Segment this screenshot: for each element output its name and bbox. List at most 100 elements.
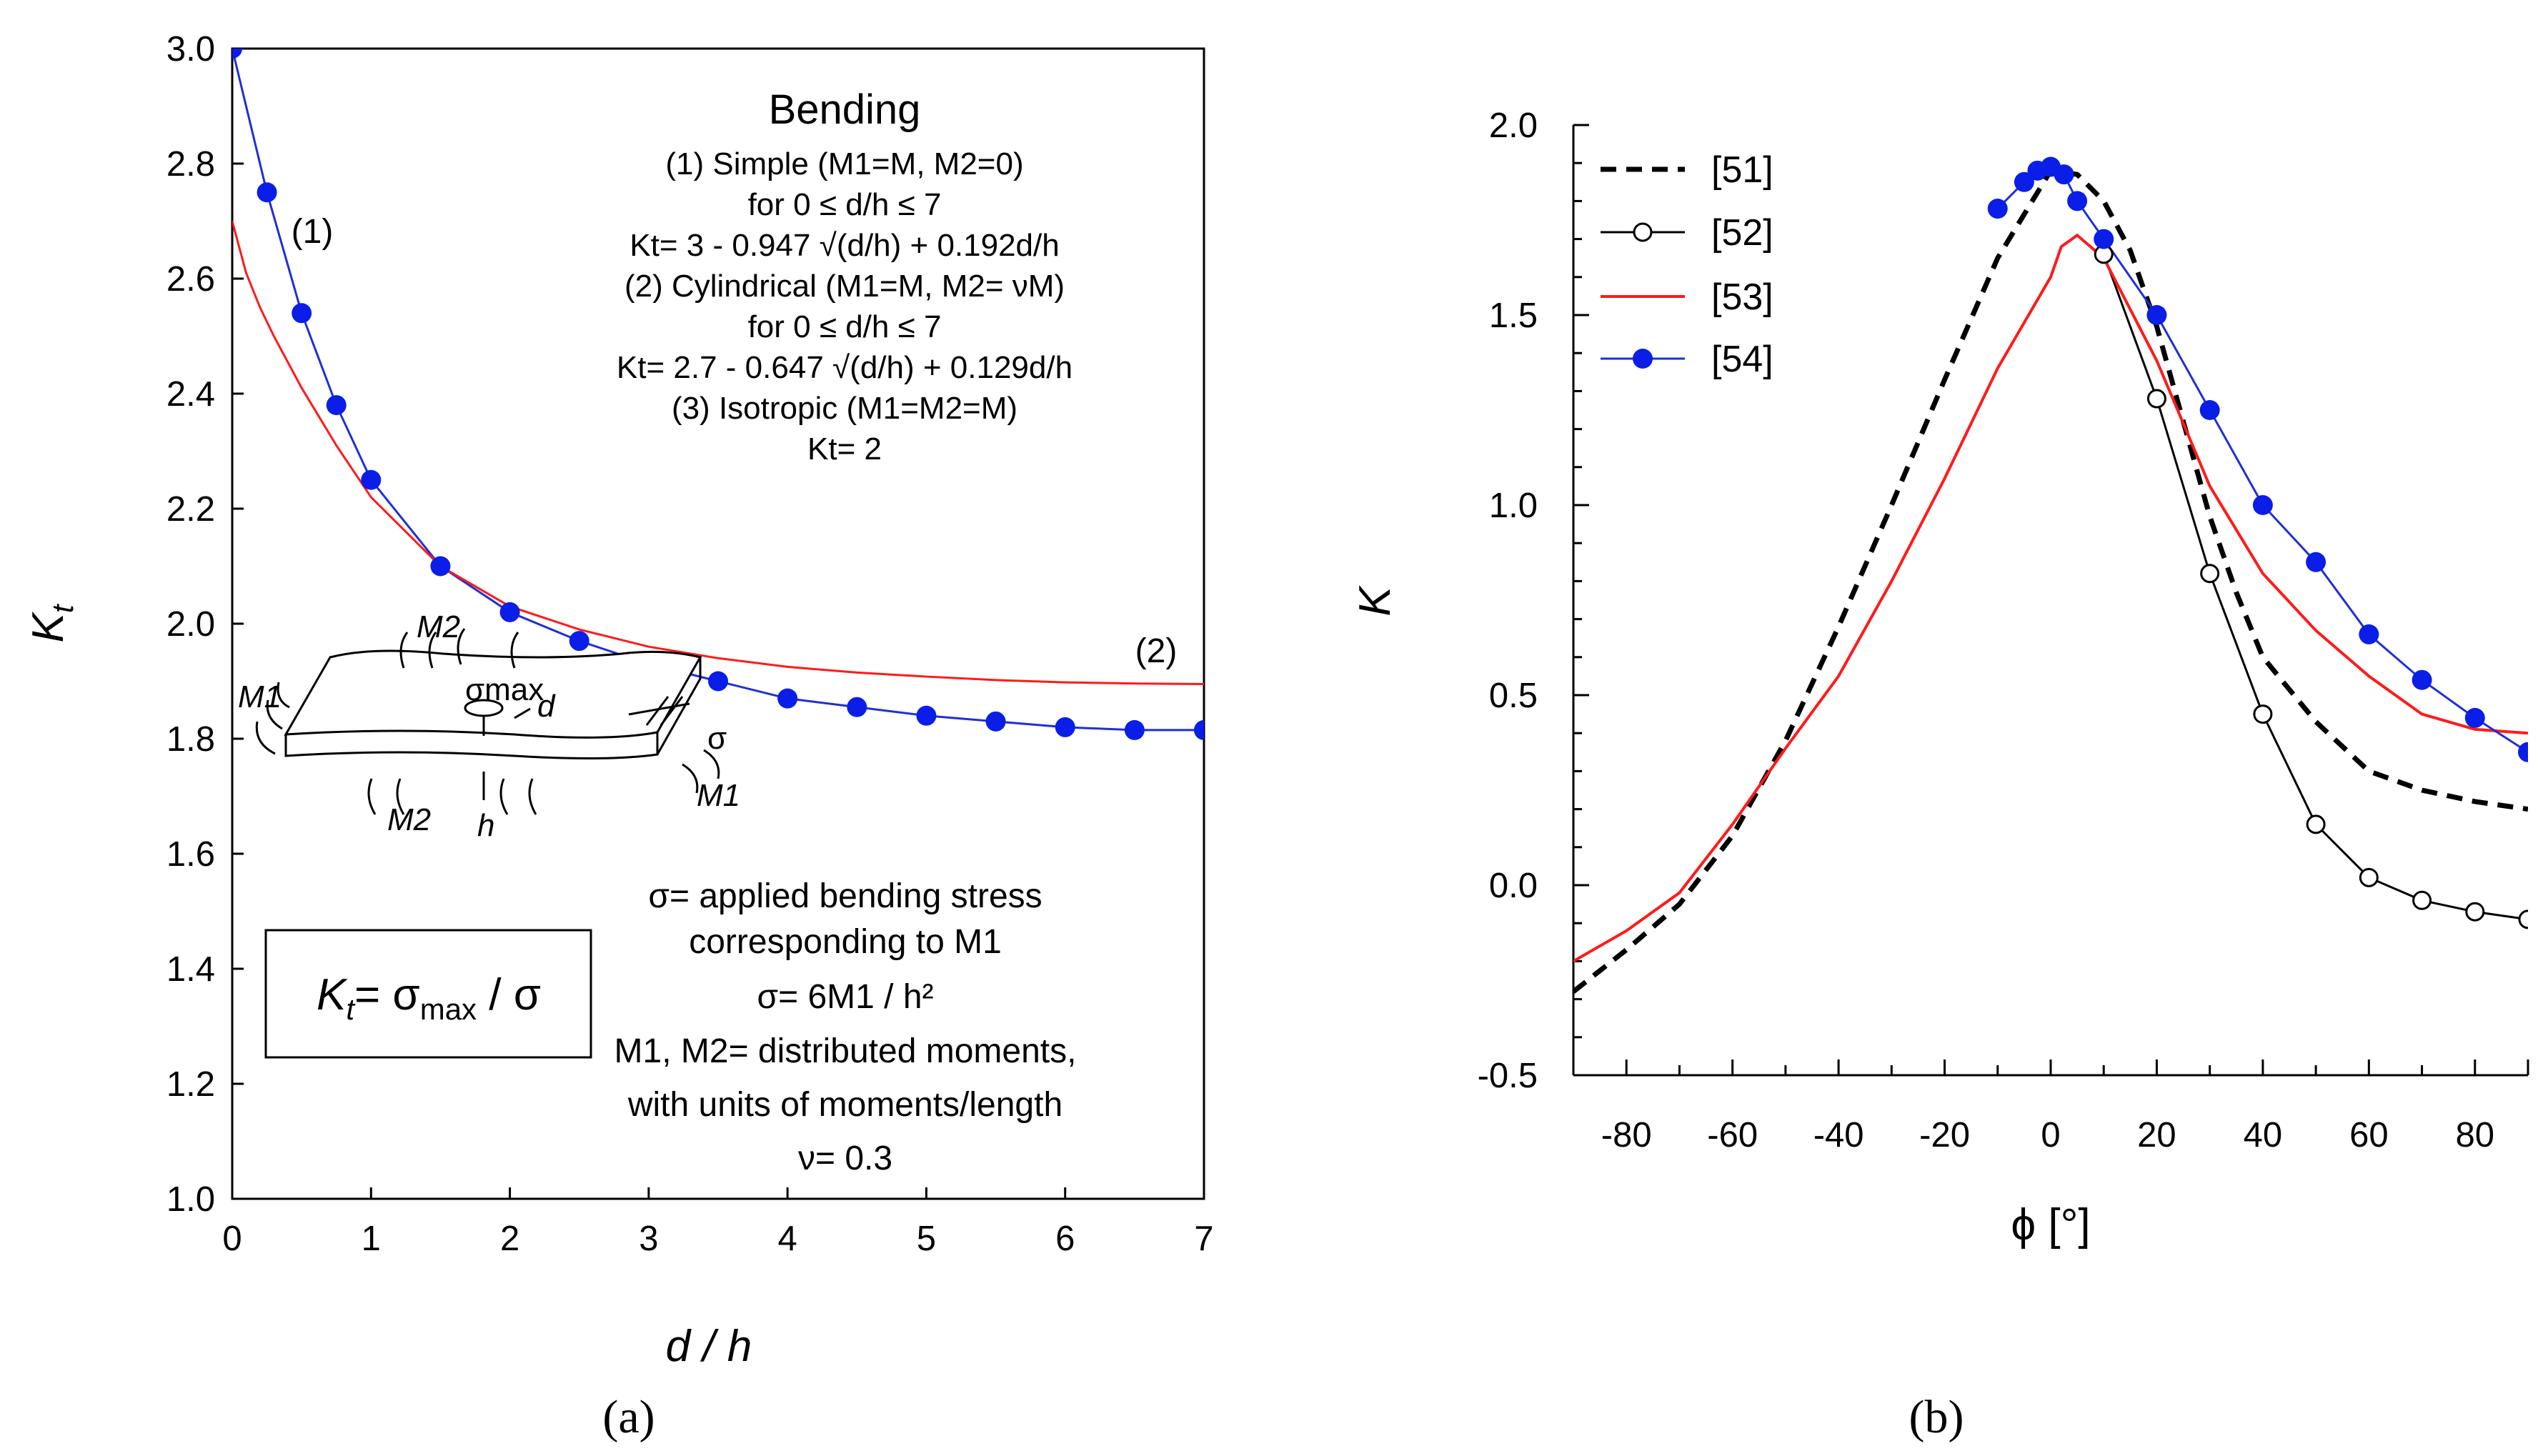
sketch-labels: M2 M1 σmax d σ M1 M2 h <box>238 609 740 843</box>
x-tick-label-b: 0 <box>2041 1116 2060 1155</box>
panel-label-a: (a) <box>602 1391 655 1443</box>
ticks-b <box>1572 124 2529 1077</box>
data-point-a-0 <box>985 711 1006 732</box>
m1-arrows-left <box>255 682 290 755</box>
data-point-a-0 <box>499 602 520 622</box>
sketch-label-d: d <box>537 689 556 724</box>
note-units: with units of moments/length <box>627 1086 1063 1124</box>
formula-frame <box>264 929 592 1059</box>
sketch-label-m2-top: M2 <box>417 609 460 644</box>
x-tick-label-a: 1 <box>362 1220 381 1258</box>
note-sigma: σ= applied bending stress <box>648 877 1042 915</box>
data-point-a-0 <box>257 182 277 203</box>
data-point-b-3 <box>2518 742 2528 762</box>
y-tick-label-a: 1.8 <box>166 720 215 759</box>
y-axis-label-a: Kt <box>24 603 79 642</box>
data-point-b-1 <box>2306 814 2326 834</box>
ann-equation-3: Kt= 2 <box>807 432 882 467</box>
series-line-b-2 <box>1573 233 2528 963</box>
ticks-a <box>231 47 1205 1200</box>
data-point-b-3 <box>2252 495 2273 515</box>
data-point-a-0 <box>361 469 382 490</box>
plate-side <box>656 657 702 755</box>
sketch-label-m1-right: M1 <box>697 778 740 813</box>
legend-label-51: [51] <box>1711 149 1773 191</box>
data-point-a-0 <box>708 671 728 692</box>
y-axis-label-b: K <box>1350 585 1400 617</box>
data-point-a-0 <box>847 697 867 717</box>
diameter-arrow <box>514 707 531 719</box>
y-tick-label-b: 0.0 <box>1489 867 1538 905</box>
data-point-b-3 <box>1987 199 2008 219</box>
hole-ellipse <box>464 699 504 717</box>
data-point-b-3 <box>2067 191 2088 211</box>
sketch-label-h: h <box>477 808 494 843</box>
x-tick-label-a: 4 <box>778 1220 797 1258</box>
series-line-b-3 <box>1996 165 2528 754</box>
legend-label-54: [54] <box>1711 339 1773 380</box>
data-point-a-0 <box>777 688 798 709</box>
x-tick-label-b: 20 <box>2137 1116 2176 1155</box>
data-point-b-3 <box>2014 171 2034 192</box>
data-point-a-0 <box>292 303 312 324</box>
series-markers-b <box>1987 156 2528 929</box>
m2-arrows-top <box>399 628 519 669</box>
y-tick-label-b: 1.0 <box>1489 487 1538 525</box>
x-tick-label-b: -40 <box>1813 1116 1864 1155</box>
data-point-b-3 <box>2054 164 2074 185</box>
bending-title: Bending <box>769 86 921 133</box>
data-point-a-0 <box>1055 717 1075 737</box>
y-tick-label-a: 3.0 <box>166 30 215 69</box>
series-line-a-1 <box>232 221 1204 686</box>
panel-a: 0 1 2 3 4 5 6 7 1.0 1.2 1.4 1.6 1.8 2.0 2.2 2.4 2.6 2.8 3.… <box>24 30 1214 1443</box>
y-tick-label-b: 2.0 <box>1489 106 1538 145</box>
y-tick-label-a: 2.6 <box>166 260 215 299</box>
m1-arrows-right <box>682 749 720 794</box>
y-tick-label-a: 2.2 <box>166 490 215 529</box>
legend-label-53: [53] <box>1711 276 1773 318</box>
data-point-a-0 <box>1194 719 1204 740</box>
curve-label-2: (2) <box>1135 632 1178 670</box>
data-point-b-3 <box>2146 305 2167 325</box>
y-tick-label-a: 2.0 <box>166 605 215 644</box>
sketch-label-sigma: σ <box>707 721 727 756</box>
data-point-b-3 <box>2464 707 2485 728</box>
stress-arrows <box>628 696 690 726</box>
x-tick-label-a: 6 <box>1055 1220 1075 1258</box>
y-tick-label-b: 0.5 <box>1489 677 1538 715</box>
data-point-b-1 <box>2146 389 2166 409</box>
data-point-a-0 <box>916 705 937 726</box>
y-tick-label-a: 1.0 <box>166 1180 215 1219</box>
tick-labels-a: 0 1 2 3 4 5 6 7 1.0 1.2 1.4 1.6 1.8 2.0 2.2 2.4 2.6 2.8 3.… <box>166 30 1214 1258</box>
x-axis-label-a: d / h <box>666 1322 752 1371</box>
data-point-b-1 <box>2253 704 2273 724</box>
y-tick-label-a: 2.8 <box>166 145 215 184</box>
x-tick-label-b: -80 <box>1601 1116 1652 1155</box>
note-moments: M1, M2= distributed moments, <box>614 1032 1077 1070</box>
data-point-b-1 <box>2518 909 2528 929</box>
x-tick-label-a: 3 <box>639 1220 658 1258</box>
data-point-b-3 <box>2199 400 2220 420</box>
x-tick-label-b: 80 <box>2456 1116 2495 1155</box>
data-point-b-3 <box>2359 624 2379 644</box>
x-tick-label-a: 5 <box>917 1220 936 1258</box>
y-tick-label-a: 2.4 <box>166 375 215 414</box>
x-tick-label-b: 40 <box>2244 1116 2283 1155</box>
sketch-label-m1-left: M1 <box>238 679 282 714</box>
note-nu: ν= 0.3 <box>798 1140 892 1177</box>
data-point-b-1 <box>2200 564 2220 584</box>
ann-isotropic: (3) Isotropic (M1=M2=M) <box>672 391 1017 426</box>
x-tick-label-b: -20 <box>1919 1116 1970 1155</box>
ann-equation-2: Kt= 2.7 - 0.647 √(d/h) + 0.129d/h <box>617 350 1073 385</box>
data-point-a-0 <box>430 556 451 577</box>
x-tick-label-b: 60 <box>2349 1116 2389 1155</box>
x-tick-label-a: 0 <box>222 1220 242 1258</box>
note-sigma-eq: σ= 6M1 / h² <box>757 978 933 1016</box>
data-point-a-0 <box>326 395 347 416</box>
y-tick-label-a: 1.6 <box>166 835 215 874</box>
y-tick-label-b: -0.5 <box>1478 1057 1538 1095</box>
formula-box: Kt= σmax / σ <box>264 929 592 1059</box>
tick-labels-b: -80 -60 -40 -20 0 20 40 60 80 -0.5 0.0 0.5 1.0 1.5 2.0 <box>1478 106 2494 1155</box>
x-tick-label-b: -60 <box>1707 1116 1758 1155</box>
